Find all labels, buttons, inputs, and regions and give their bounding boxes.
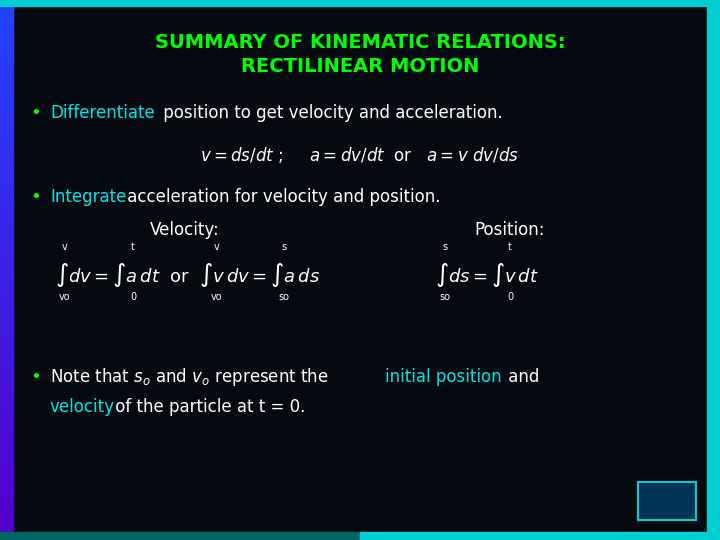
Bar — [0, 260, 13, 270]
Bar — [0, 368, 13, 378]
Bar — [0, 323, 13, 333]
Text: vo: vo — [211, 292, 222, 302]
Bar — [0, 71, 13, 81]
Bar — [0, 161, 13, 171]
Bar — [0, 422, 13, 432]
Bar — [638, 482, 696, 520]
Bar — [0, 332, 13, 342]
Bar — [0, 431, 13, 441]
Bar — [0, 80, 13, 90]
Text: Note that $s_o$ and $v_o$ represent the: Note that $s_o$ and $v_o$ represent the — [50, 366, 330, 388]
Bar — [0, 476, 13, 486]
Bar — [0, 62, 13, 72]
Bar — [0, 98, 13, 108]
Text: s: s — [282, 242, 287, 252]
Text: 0: 0 — [130, 292, 136, 302]
Bar — [0, 530, 13, 540]
Bar — [0, 26, 13, 36]
Bar — [0, 107, 13, 117]
Bar — [0, 512, 13, 522]
Text: vo: vo — [59, 292, 71, 302]
Bar — [0, 485, 13, 495]
Bar — [0, 89, 13, 99]
Bar — [0, 0, 13, 9]
Bar — [0, 8, 13, 18]
Bar — [0, 503, 13, 513]
Bar — [0, 395, 13, 405]
Bar — [0, 170, 13, 180]
Text: •: • — [30, 188, 41, 206]
Bar — [0, 377, 13, 387]
Bar — [0, 224, 13, 234]
Bar — [0, 179, 13, 189]
Text: v: v — [214, 242, 220, 252]
Bar — [0, 242, 13, 252]
Bar — [0, 188, 13, 198]
Bar — [0, 152, 13, 162]
Text: SUMMARY OF KINEMATIC RELATIONS:: SUMMARY OF KINEMATIC RELATIONS: — [155, 32, 565, 51]
Bar — [0, 440, 13, 450]
Text: $v = ds/dt$ ;     $a = dv/dt$  or   $a = v\ dv/ds$: $v = ds/dt$ ; $a = dv/dt$ or $a = v\ dv/… — [200, 145, 520, 165]
Bar — [0, 404, 13, 414]
Bar — [0, 206, 13, 216]
Text: t: t — [508, 242, 512, 252]
Text: RECTILINEAR MOTION: RECTILINEAR MOTION — [240, 57, 480, 76]
Bar — [0, 532, 360, 540]
Bar — [707, 0, 720, 540]
Bar — [0, 458, 13, 468]
Bar — [0, 314, 13, 324]
Bar — [0, 17, 13, 27]
Bar — [0, 494, 13, 504]
Text: Differentiate: Differentiate — [50, 104, 155, 122]
Bar — [0, 386, 13, 396]
Bar — [0, 359, 13, 369]
Bar — [0, 0, 720, 6]
Text: •: • — [30, 368, 41, 386]
Bar — [0, 134, 13, 144]
Text: 0: 0 — [507, 292, 513, 302]
Text: s: s — [442, 242, 448, 252]
Text: and: and — [503, 368, 539, 386]
Bar — [0, 116, 13, 126]
Bar — [0, 521, 13, 531]
Text: $\int dv = \int a\,dt$  or  $\int v\,dv = \int a\,ds$: $\int dv = \int a\,dt$ or $\int v\,dv = … — [55, 261, 320, 289]
Bar — [360, 532, 720, 540]
Bar — [0, 278, 13, 288]
Text: initial position: initial position — [385, 368, 502, 386]
Bar — [0, 287, 13, 297]
Text: so: so — [439, 292, 451, 302]
Text: Integrate: Integrate — [50, 188, 127, 206]
Bar — [0, 125, 13, 135]
Bar — [0, 296, 13, 306]
Text: $\int ds = \int v\,dt$: $\int ds = \int v\,dt$ — [435, 261, 539, 289]
Bar — [0, 197, 13, 207]
Bar — [0, 413, 13, 423]
Bar — [0, 350, 13, 360]
Bar — [0, 269, 13, 279]
Text: of the particle at t = 0.: of the particle at t = 0. — [110, 398, 305, 416]
Text: velocity: velocity — [50, 398, 115, 416]
Text: Velocity:: Velocity: — [150, 221, 220, 239]
Bar — [0, 305, 13, 315]
Bar — [0, 143, 13, 153]
Bar — [0, 35, 13, 45]
Bar — [0, 467, 13, 477]
Bar — [0, 53, 13, 63]
Bar — [0, 449, 13, 459]
Bar — [0, 341, 13, 351]
Text: v: v — [62, 242, 68, 252]
Text: acceleration for velocity and position.: acceleration for velocity and position. — [122, 188, 441, 206]
Text: so: so — [279, 292, 289, 302]
Text: •: • — [30, 104, 41, 122]
Bar — [0, 44, 13, 54]
Text: Position:: Position: — [474, 221, 545, 239]
Bar — [0, 251, 13, 261]
Bar — [0, 215, 13, 225]
Bar — [0, 233, 13, 243]
Text: position to get velocity and acceleration.: position to get velocity and acceleratio… — [158, 104, 503, 122]
Text: t: t — [131, 242, 135, 252]
